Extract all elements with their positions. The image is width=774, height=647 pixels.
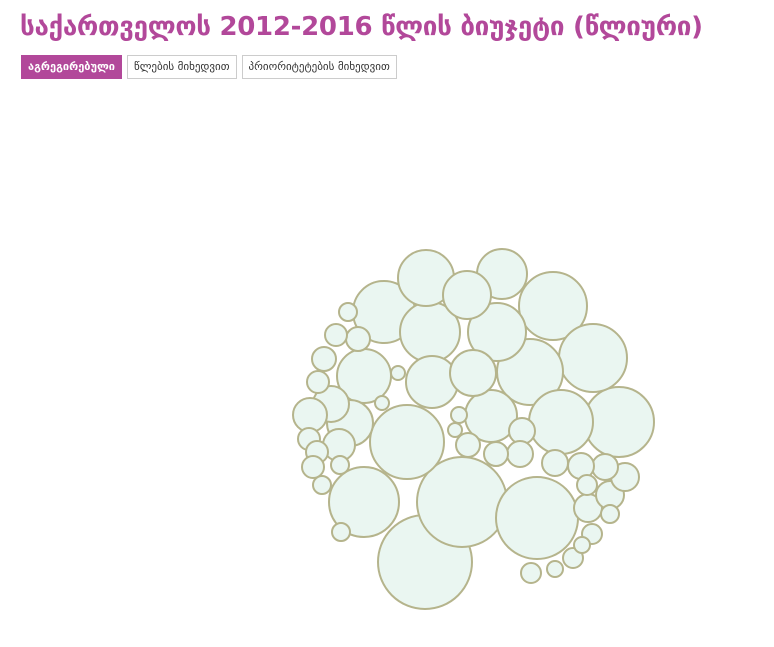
budget-bubble[interactable]	[573, 536, 591, 554]
budget-bubble[interactable]	[541, 449, 569, 477]
budget-bubble[interactable]	[591, 453, 619, 481]
budget-bubble[interactable]	[324, 323, 348, 347]
budget-bubble[interactable]	[508, 417, 536, 445]
budget-bubble[interactable]	[292, 397, 328, 433]
budget-bubble[interactable]	[600, 504, 620, 524]
budget-bubble[interactable]	[306, 370, 330, 394]
budget-bubble[interactable]	[312, 475, 332, 495]
budget-bubble[interactable]	[583, 386, 655, 458]
view-tabs: აგრეგირებული წლების მიხედვით პრიორიტეტებ…	[21, 55, 397, 79]
budget-bubble[interactable]	[558, 323, 628, 393]
budget-bubble[interactable]	[495, 476, 579, 560]
tab-aggregated[interactable]: აგრეგირებული	[21, 55, 123, 79]
budget-bubble[interactable]	[442, 270, 492, 320]
budget-bubble[interactable]	[528, 389, 594, 455]
page-title: საქართველოს 2012-2016 წლის ბიუჯეტი (წლიუ…	[20, 12, 703, 42]
tab-by-priorities[interactable]: პრიორიტეტების მიხედვით	[241, 55, 397, 79]
budget-bubble[interactable]	[345, 326, 371, 352]
budget-bubble[interactable]	[328, 466, 400, 538]
budget-bubble[interactable]	[369, 404, 445, 480]
budget-bubble[interactable]	[405, 355, 459, 409]
budget-bubble[interactable]	[331, 522, 351, 542]
budget-bubble[interactable]	[374, 395, 390, 411]
budget-bubble[interactable]	[338, 302, 358, 322]
budget-bubble[interactable]	[520, 562, 542, 584]
budget-bubble[interactable]	[450, 406, 468, 424]
budget-bubble[interactable]	[506, 440, 534, 468]
budget-bubble[interactable]	[449, 349, 497, 397]
budget-bubble[interactable]	[311, 346, 337, 372]
budget-bubble[interactable]	[483, 441, 509, 467]
budget-bubble[interactable]	[546, 560, 564, 578]
budget-bubble[interactable]	[518, 271, 588, 341]
budget-bubble[interactable]	[390, 365, 406, 381]
budget-bubble[interactable]	[330, 455, 350, 475]
budget-bubble[interactable]	[467, 302, 527, 362]
tab-by-years[interactable]: წლების მიხედვით	[127, 55, 237, 79]
budget-bubble[interactable]	[576, 474, 598, 496]
budget-bubble[interactable]	[447, 422, 463, 438]
budget-bubble[interactable]	[301, 455, 325, 479]
budget-bubble[interactable]	[455, 432, 481, 458]
